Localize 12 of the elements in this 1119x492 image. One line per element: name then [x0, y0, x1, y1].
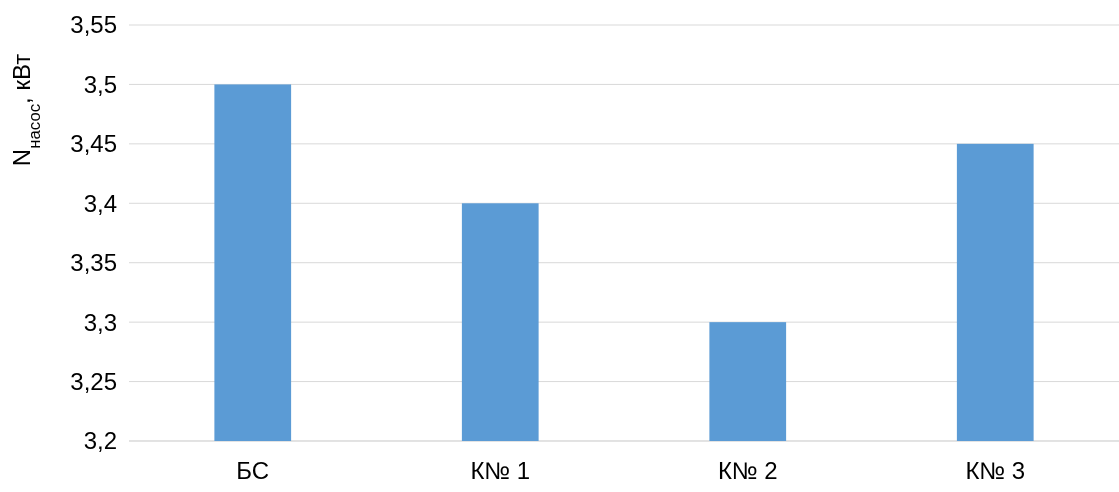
y-tick-label: 3,5 — [83, 70, 117, 98]
y-tick-label: 3,4 — [83, 189, 117, 217]
y-tick-label: 3,2 — [83, 427, 117, 455]
y-tick-label: 3,25 — [70, 367, 117, 395]
y-tick-label: 3,55 — [70, 11, 117, 39]
y-tick-label: 3,35 — [70, 249, 117, 277]
y-tick-label: 3,3 — [83, 308, 117, 336]
x-tick-label: К№ 3 — [965, 457, 1026, 484]
x-tick-label: К№ 1 — [470, 457, 531, 484]
x-tick-label: К№ 2 — [717, 457, 778, 484]
x-tick-label: БС — [236, 457, 270, 484]
y-tick-label: 3,45 — [70, 130, 117, 158]
